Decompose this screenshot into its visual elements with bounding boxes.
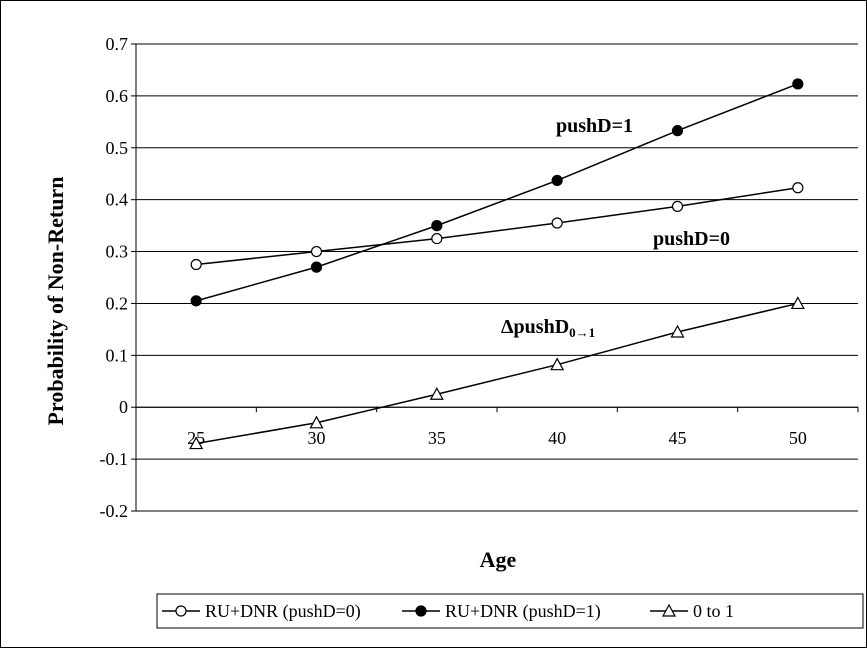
data-point: [190, 258, 202, 271]
annotation-pushd1: pushD=1: [556, 115, 633, 137]
annotation-delta: ΔpushD0→1: [501, 316, 595, 340]
y-tick-label: 0.1: [106, 345, 129, 365]
data-point: [190, 295, 202, 307]
data-point: [550, 357, 565, 371]
x-tick-label: 30: [308, 428, 326, 448]
annotation-delta-sub: 0→1: [569, 325, 595, 340]
legend: RU+DNR (pushD=0) RU+DNR (pushD=1) 0 to 1: [156, 593, 864, 629]
series-1: [190, 182, 804, 271]
x-tick-label: 40: [548, 428, 566, 448]
legend-marker: [415, 605, 427, 617]
legend-marker: [661, 603, 677, 617]
data-point: [551, 217, 563, 229]
y-ticks: 0.7 0.6 0.5 0.4 0.3 0.2 0.1 0 -0.1 -0.2: [100, 34, 136, 521]
y-tick-label: 0.7: [106, 34, 129, 54]
data-point: [551, 174, 563, 187]
y-axis-title: Probability of Non-Return: [43, 177, 68, 426]
x-axis-title: Age: [480, 547, 517, 572]
y-tick-label: -0.2: [100, 501, 129, 521]
data-point: [431, 232, 443, 245]
data-point: [670, 324, 685, 338]
data-point: [792, 78, 804, 90]
y-tick-label: 0: [119, 397, 128, 417]
y-tick-label: 0.2: [106, 293, 129, 313]
y-tick-label: 0.6: [106, 86, 129, 106]
series-2: [190, 78, 804, 307]
y-tick-label: -0.1: [100, 449, 129, 469]
legend-label: RU+DNR (pushD=1): [445, 601, 601, 622]
x-tick-label: 35: [428, 428, 446, 448]
legend-label: 0 to 1: [693, 601, 734, 621]
data-point: [792, 182, 804, 194]
annotation-pushd0: pushD=0: [653, 228, 730, 250]
data-point: [310, 245, 323, 258]
data-point: [189, 436, 204, 450]
y-tick-label: 0.3: [106, 242, 129, 262]
legend-box: [156, 593, 864, 629]
x-tick-label: 50: [789, 428, 807, 448]
series-line: [196, 186, 798, 266]
series-3: [189, 296, 805, 450]
series-line: [195, 83, 799, 302]
data-point: [671, 200, 684, 213]
series-group: [189, 78, 805, 450]
data-point: [431, 220, 443, 232]
data-point: [310, 261, 323, 273]
legend-label: RU+DNR (pushD=0): [205, 601, 361, 622]
annotation-delta-main: ΔpushD: [501, 316, 569, 338]
x-ticks: 253035404550: [135, 407, 859, 448]
x-tick-label: 45: [669, 428, 687, 448]
data-point: [671, 125, 684, 137]
y-tick-label: 0.4: [106, 190, 129, 210]
series-line: [196, 302, 799, 445]
data-point: [309, 415, 324, 429]
data-point: [790, 296, 805, 310]
data-point: [429, 386, 444, 400]
y-tick-label: 0.5: [106, 138, 129, 158]
legend-marker: [175, 605, 187, 617]
gridlines: [136, 43, 858, 512]
